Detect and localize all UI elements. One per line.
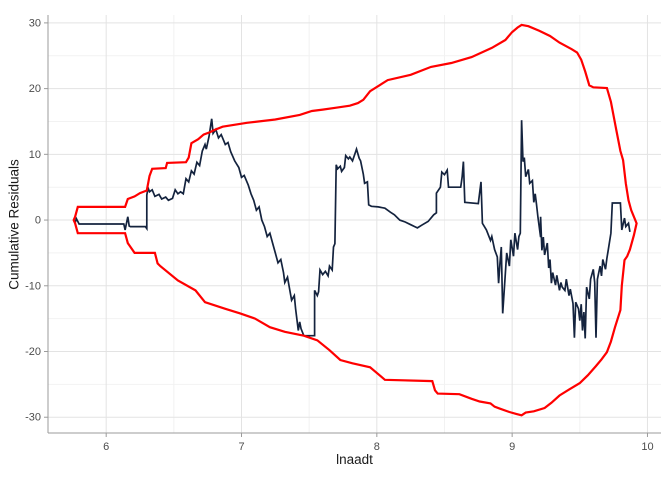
y-tick-label: -30 [25, 412, 41, 424]
y-tick-label: -20 [25, 346, 41, 358]
x-tick-label: 9 [509, 441, 515, 453]
x-tick-label: 10 [641, 441, 653, 453]
x-tick-label: 6 [103, 441, 109, 453]
y-tick-label: 10 [29, 149, 41, 161]
simulation-envelope [72, 23, 638, 417]
y-tick-label: -10 [25, 280, 41, 292]
y-tick-label: 0 [35, 215, 41, 227]
x-axis-title: lnaadt [336, 452, 373, 467]
x-tick-label: 7 [238, 441, 244, 453]
cumulative-residual-line [72, 118, 631, 339]
y-tick-label: 20 [29, 83, 41, 95]
x-tick-label: 8 [374, 441, 380, 453]
y-axis-title: Cumulative Residuals [6, 159, 22, 290]
y-tick-label: 30 [29, 17, 41, 29]
